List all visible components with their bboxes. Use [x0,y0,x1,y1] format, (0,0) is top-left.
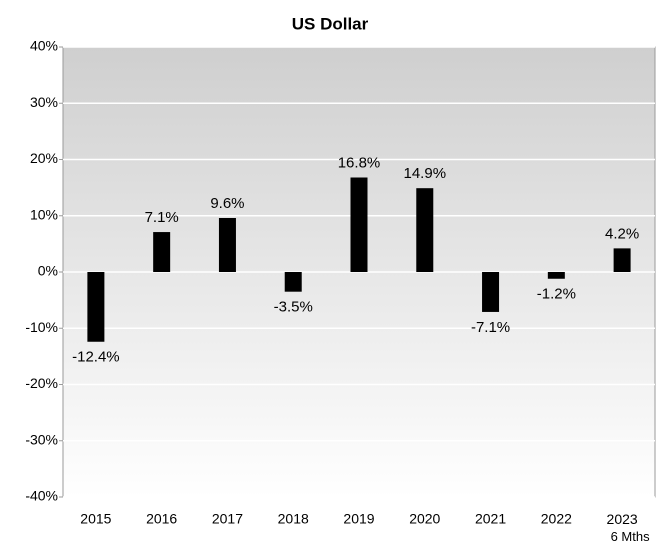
bar [218,218,236,272]
bar [482,272,500,312]
x-tick-label: 2018 [278,511,309,527]
value-label: 9.6% [210,195,244,212]
value-label: -3.5% [274,299,313,316]
y-tick-label: 0% [38,263,58,279]
x-tick-label: 2016 [146,511,177,527]
value-label: 7.1% [145,209,179,226]
bar [87,272,105,342]
value-label: 4.2% [605,225,639,242]
x-tick-label: 2022 [541,511,572,527]
y-tick-label: -30% [25,431,58,447]
y-tick-label: -20% [25,375,58,391]
x-tick-label: 2019 [343,511,374,527]
value-label: 16.8% [338,154,381,171]
bar [284,272,302,292]
x-tick-label: 2020 [409,511,440,527]
bar [350,177,368,272]
x-tick-label: 2015 [80,511,111,527]
x-tick-label: 2023 6 Mths [607,511,651,545]
y-tick-label: -40% [25,488,58,504]
bar [547,272,565,279]
value-label: 14.9% [404,165,447,182]
bar [416,188,434,272]
value-label: -7.1% [471,319,510,336]
y-tick-label: 40% [30,38,58,54]
y-tick-label: 30% [30,94,58,110]
bar [153,232,171,272]
y-tick-label: 20% [30,150,58,166]
y-tick-label: 10% [30,206,58,222]
y-tick-label: -10% [25,319,58,335]
value-label: -1.2% [537,286,576,303]
bar [613,248,631,272]
chart-title: US Dollar [292,14,369,33]
x-tick-label: 2021 [475,511,506,527]
x-tick-label: 2017 [212,511,243,527]
value-label: -12.4% [72,349,120,366]
